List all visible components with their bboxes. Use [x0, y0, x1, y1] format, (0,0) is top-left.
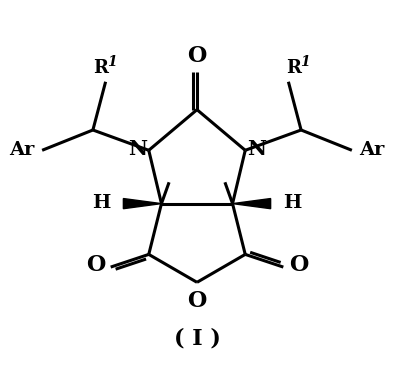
Polygon shape — [232, 198, 271, 209]
Text: N: N — [247, 139, 266, 159]
Text: R: R — [93, 58, 108, 76]
Text: O: O — [86, 254, 105, 276]
Polygon shape — [123, 198, 162, 209]
Text: R: R — [286, 58, 301, 76]
Text: N: N — [128, 139, 147, 159]
Text: O: O — [187, 290, 207, 312]
Text: Ar: Ar — [9, 141, 35, 159]
Text: H: H — [283, 194, 302, 212]
Text: ( I ): ( I ) — [174, 327, 220, 349]
Text: H: H — [92, 194, 111, 212]
Text: 1: 1 — [108, 55, 117, 69]
Text: Ar: Ar — [359, 141, 385, 159]
Text: O: O — [187, 45, 207, 67]
Text: O: O — [289, 254, 308, 276]
Text: 1: 1 — [300, 55, 310, 69]
